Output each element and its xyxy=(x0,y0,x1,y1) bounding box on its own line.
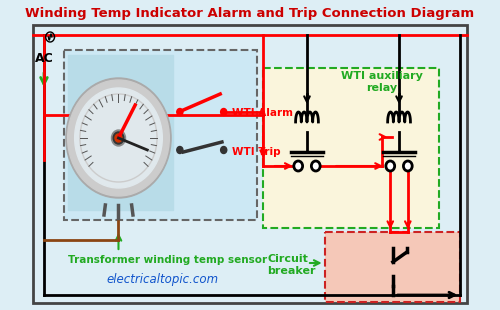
Circle shape xyxy=(220,108,227,116)
Text: WTI Trip: WTI Trip xyxy=(232,147,281,157)
Circle shape xyxy=(177,108,183,116)
Circle shape xyxy=(312,161,320,171)
Circle shape xyxy=(68,80,170,196)
Circle shape xyxy=(74,88,162,188)
Circle shape xyxy=(112,130,126,146)
Circle shape xyxy=(66,78,171,198)
Circle shape xyxy=(177,147,183,153)
Circle shape xyxy=(115,134,122,142)
Circle shape xyxy=(404,161,412,171)
Text: WTI auxiliary
relay: WTI auxiliary relay xyxy=(340,71,422,93)
Circle shape xyxy=(386,161,394,171)
FancyBboxPatch shape xyxy=(64,50,257,220)
Text: WTI Alarm: WTI Alarm xyxy=(232,108,294,118)
Circle shape xyxy=(113,132,124,144)
Bar xyxy=(34,25,467,303)
FancyBboxPatch shape xyxy=(263,68,438,228)
Text: AC: AC xyxy=(34,51,54,64)
Text: Transformer winding temp sensor: Transformer winding temp sensor xyxy=(68,255,267,265)
Circle shape xyxy=(294,161,302,171)
Text: Circuit
breaker: Circuit breaker xyxy=(268,254,316,276)
Text: electricaltopic.com: electricaltopic.com xyxy=(106,273,218,286)
Text: Winding Temp Indicator Alarm and Trip Connection Diagram: Winding Temp Indicator Alarm and Trip Co… xyxy=(26,7,474,20)
Bar xyxy=(68,55,173,210)
FancyBboxPatch shape xyxy=(324,232,460,302)
Circle shape xyxy=(220,147,227,153)
